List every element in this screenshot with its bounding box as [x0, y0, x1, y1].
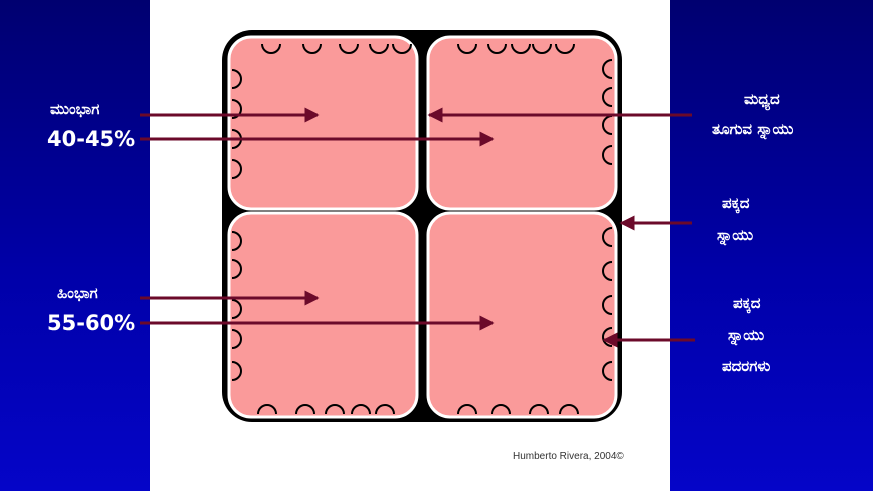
fiber-arc	[231, 329, 242, 349]
quadrant-posterior-right	[426, 211, 618, 419]
fiber-arc	[325, 404, 345, 415]
fiber-arc	[261, 43, 281, 54]
fiber-arc	[602, 227, 613, 247]
fiber-arc	[491, 404, 511, 415]
fiber-arc	[457, 43, 477, 54]
quadrant-anterior-left	[227, 35, 419, 211]
fiber-arc	[602, 295, 613, 315]
fiber-arc	[555, 43, 575, 54]
label-posterior-percent: 55-60%	[47, 311, 136, 335]
fiber-arc	[231, 231, 242, 251]
fiber-arc	[602, 115, 613, 135]
label-anterior-title: ಮುಂಭಾಗ	[50, 100, 100, 118]
fiber-arc	[302, 43, 322, 54]
fiber-arc	[375, 404, 395, 415]
label-fibers-line1: ಪಕ್ಕದ	[733, 294, 761, 312]
fiber-arc	[339, 43, 359, 54]
fiber-arc	[231, 69, 242, 89]
fiber-arc	[487, 43, 507, 54]
quadrant-posterior-left	[227, 211, 419, 419]
label-posterior-title: ಹಿಂಭಾಗ	[57, 284, 98, 302]
figure-credit: Humberto Rivera, 2004©	[513, 451, 624, 462]
fiber-arc	[392, 43, 412, 54]
left-panel	[0, 0, 150, 491]
label-middle-line2: ತೂಗುವ ಸ್ನಾಯು	[712, 120, 794, 138]
quadrant-anterior-right	[426, 35, 618, 211]
right-panel	[670, 0, 873, 491]
fiber-arc	[257, 404, 277, 415]
label-fibers-line2: ಸ್ನಾಯು	[728, 326, 765, 344]
fiber-arc	[602, 145, 613, 165]
fiber-arc	[602, 87, 613, 107]
fiber-arc	[529, 404, 549, 415]
label-middle-line1: ಮಧ್ಯದ	[744, 90, 780, 108]
fiber-arc	[295, 404, 315, 415]
label-lateral-line1: ಪಕ್ಕದ	[722, 194, 750, 212]
muscle-fibers	[231, 43, 613, 415]
label-fibers-line3: ಪದರಗಳು	[722, 357, 771, 375]
fiber-arc	[369, 43, 389, 54]
fiber-arc	[231, 299, 242, 319]
fiber-arc	[231, 361, 242, 381]
fiber-arc	[559, 404, 579, 415]
fiber-arc	[351, 404, 371, 415]
fiber-arc	[231, 259, 242, 279]
fiber-arc	[511, 43, 531, 54]
fiber-arc	[532, 43, 552, 54]
fiber-arc	[457, 404, 477, 415]
fiber-arc	[231, 159, 242, 179]
label-anterior-percent: 40-45%	[47, 127, 136, 151]
fiber-arc	[602, 59, 613, 79]
label-lateral-line2: ಸ್ನಾಯು	[717, 226, 754, 244]
fiber-arc	[231, 99, 242, 119]
fiber-arc	[602, 361, 613, 381]
fiber-arc	[602, 261, 613, 281]
